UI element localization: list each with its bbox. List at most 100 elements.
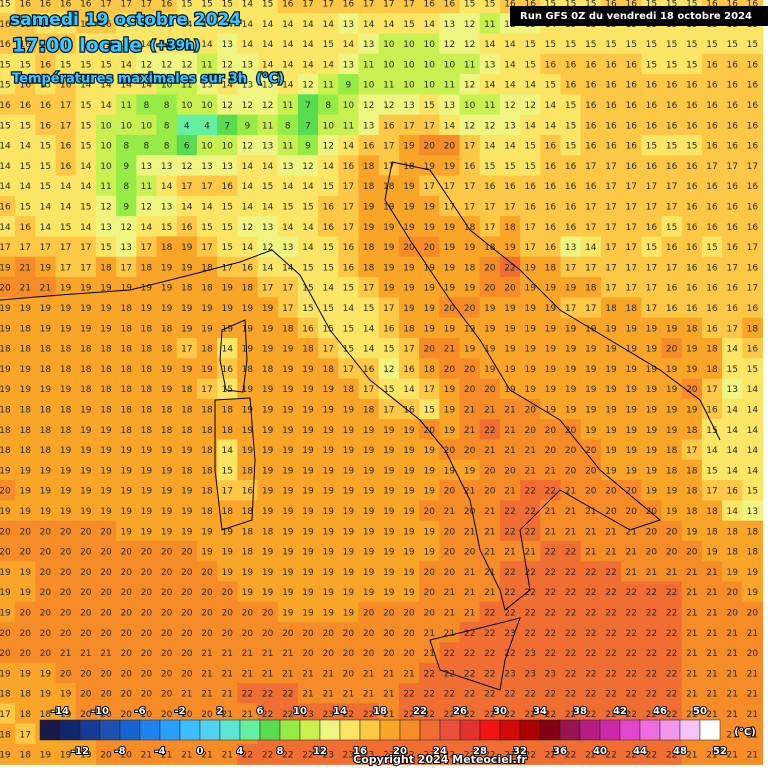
grid-cell [318, 277, 339, 298]
grid-cell [479, 480, 501, 501]
grid-value: 19 [0, 588, 11, 598]
grid-cell [237, 540, 259, 562]
grid-value: 22 [666, 690, 677, 700]
grid-value: 19 [60, 446, 72, 456]
grid-value: 17 [363, 0, 374, 10]
grid-value: 20 [40, 649, 52, 659]
grid-value: 19 [706, 548, 718, 558]
grid-cell [116, 317, 137, 339]
grid-cell [116, 114, 137, 136]
grid-value: 15 [262, 0, 273, 10]
grid-cell [237, 74, 259, 95]
grid-value: 11 [262, 121, 273, 131]
grid-value: 22 [605, 609, 616, 619]
grid-cell [136, 337, 158, 359]
grid-cell [95, 0, 117, 14]
grid-value: 22 [262, 690, 273, 700]
grid-cell [196, 601, 218, 623]
grid-cell [217, 561, 238, 583]
grid-value: 16 [747, 223, 759, 233]
grid-value: 22 [444, 649, 455, 659]
grid-cell [35, 419, 57, 441]
grid-value: 21 [282, 649, 293, 659]
grid-value: 19 [423, 446, 435, 456]
grid-cell [701, 337, 723, 359]
grid-cell [419, 317, 440, 339]
grid-cell [398, 236, 420, 258]
grid-value: 16 [343, 243, 355, 253]
legend-unit: (°C) [734, 727, 755, 738]
grid-value: 7 [224, 121, 230, 131]
grid-cell [297, 216, 319, 238]
grid-value: 22 [282, 710, 293, 720]
grid-cell [136, 419, 158, 441]
grid-value: 19 [605, 446, 617, 456]
legend-box [239, 719, 261, 741]
grid-cell [499, 378, 521, 400]
grid-cell [95, 358, 117, 380]
grid-cell [499, 622, 521, 644]
grid-value: 13 [262, 223, 273, 233]
grid-cell [520, 74, 541, 95]
grid-value: 19 [302, 527, 314, 537]
grid-cell [540, 398, 562, 420]
grid-value: 19 [686, 365, 698, 375]
grid-cell [499, 459, 521, 481]
grid-value: 8 [164, 121, 170, 131]
grid-value: 22 [565, 710, 576, 720]
grid-cell [75, 683, 97, 704]
grid-cell [338, 703, 360, 725]
legend-box [179, 719, 201, 741]
grid-cell [621, 581, 642, 603]
grid-value: 19 [181, 324, 193, 334]
grid-cell [318, 175, 339, 197]
grid-cell [95, 195, 117, 217]
grid-cell [701, 703, 723, 725]
grid-cell [217, 256, 238, 278]
grid-cell [116, 53, 137, 75]
grid-value: 16 [706, 121, 718, 131]
grid-cell [277, 134, 299, 156]
grid-value: 22 [646, 751, 657, 761]
grid-value: 22 [282, 751, 293, 761]
grid-cell [742, 398, 764, 420]
grid-cell [176, 216, 198, 238]
grid-value: 20 [141, 568, 153, 578]
grid-value: 14 [504, 142, 516, 152]
grid-value: 19 [262, 304, 274, 314]
grid-value: 22 [585, 690, 596, 700]
grid-value: 19 [423, 466, 435, 476]
grid-cell [55, 337, 77, 359]
grid-value: 16 [524, 203, 536, 213]
grid-value: 13 [565, 243, 576, 253]
grid-value: 14 [545, 101, 557, 111]
grid-value: 16 [686, 121, 698, 131]
grid-value: 19 [302, 466, 314, 476]
grid-cell [520, 561, 541, 583]
grid-value: 19 [363, 203, 375, 213]
grid-value: 18 [19, 426, 31, 436]
grid-cell [701, 297, 723, 319]
grid-cell [580, 540, 602, 562]
grid-cell [701, 53, 723, 75]
grid-cell [742, 500, 764, 522]
grid-value: 20 [100, 629, 112, 639]
grid-cell [701, 277, 723, 298]
grid-cell [722, 703, 743, 725]
grid-cell [257, 398, 279, 420]
grid-cell [318, 134, 339, 156]
grid-cell [55, 480, 77, 501]
grid-value: 21 [464, 568, 475, 578]
grid-value: 21 [242, 710, 253, 720]
grid-value: 16 [625, 101, 637, 111]
grid-cell [297, 13, 319, 35]
grid-value: 20 [726, 588, 738, 598]
grid-value: 19 [141, 466, 153, 476]
grid-cell [600, 703, 622, 725]
grid-cell [661, 33, 683, 55]
grid-cell [15, 175, 36, 197]
grid-value: 12 [221, 101, 232, 111]
grid-cell [540, 622, 562, 644]
grid-cell [398, 94, 420, 116]
grid-cell [479, 378, 501, 400]
